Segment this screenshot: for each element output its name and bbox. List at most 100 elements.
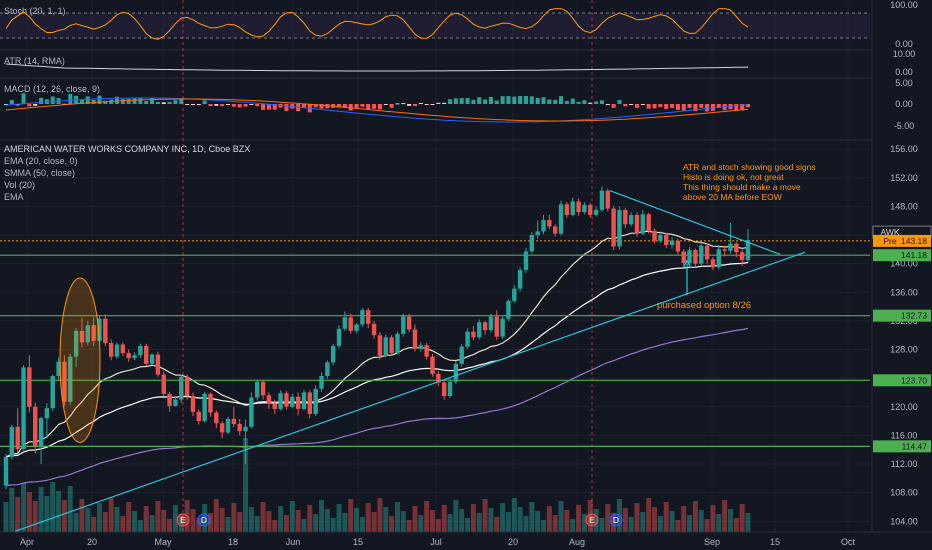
macd-hist-bar xyxy=(167,101,172,104)
earnings-marker[interactable] xyxy=(197,513,211,527)
candle-body xyxy=(266,395,272,404)
macd-hist-bar xyxy=(202,100,207,104)
candle-body xyxy=(33,406,38,447)
volume-bar xyxy=(336,504,342,532)
macd-hist-bar xyxy=(740,104,745,111)
macd-hist-bar xyxy=(699,104,704,108)
volume-bar xyxy=(178,514,184,532)
volume-bar xyxy=(96,503,102,532)
earnings-marker[interactable] xyxy=(585,513,599,527)
atr-label: ATR (14, RMA) xyxy=(4,56,65,66)
volume-bar xyxy=(324,509,330,532)
macd-hist-bar xyxy=(185,104,190,105)
volume-bar xyxy=(237,512,243,532)
price-pane[interactable] xyxy=(0,186,870,490)
macd-hist-bar xyxy=(459,98,464,104)
earnings-marker[interactable] xyxy=(176,513,190,527)
candle-body xyxy=(488,316,494,331)
macd-hist-bar xyxy=(430,104,435,105)
time-axis-background xyxy=(0,532,932,550)
macd-hist-bar xyxy=(39,97,44,104)
volume-bar xyxy=(9,488,15,532)
macd-hist-bar xyxy=(564,100,569,104)
time-tick-label: 15 xyxy=(353,537,363,547)
volume-bar xyxy=(727,509,733,532)
earnings-marker-label: D xyxy=(613,515,619,525)
volume-bar xyxy=(161,510,167,532)
volume-bar xyxy=(657,516,663,532)
atr-tick-label: 10.00 xyxy=(893,49,916,59)
volume-bar xyxy=(85,508,91,532)
volume-bar xyxy=(535,511,541,532)
macd-hist-bar xyxy=(588,102,593,104)
candle-body xyxy=(699,245,704,264)
time-tick-label: 20 xyxy=(508,537,518,547)
level-tag: 141.18 xyxy=(901,250,927,260)
volume-bar xyxy=(126,502,132,532)
macd-hist-bar xyxy=(4,104,8,105)
volume-bar xyxy=(248,507,254,532)
volume-bar xyxy=(570,519,576,532)
macd-hist-bar xyxy=(319,104,324,109)
macd-hist-bar xyxy=(681,104,686,111)
macd-hist-bar xyxy=(594,101,599,104)
volume-bar xyxy=(517,507,523,532)
level-tag-bg xyxy=(873,249,931,262)
candle-body xyxy=(342,317,348,329)
volume-bar xyxy=(278,506,284,532)
macd-hist-bar xyxy=(705,104,710,112)
macd-hist-bar xyxy=(716,104,721,108)
macd-hist-bar xyxy=(623,104,628,107)
volume-bar xyxy=(453,500,459,532)
candle-body xyxy=(664,235,669,246)
macd-hist-bar xyxy=(436,102,441,104)
time-tick-label: Jul xyxy=(430,537,442,547)
macd-hist-bar xyxy=(132,98,137,104)
pre-tag-label: Pre xyxy=(883,236,897,246)
macd-hist-bar xyxy=(529,96,534,104)
volume-bar xyxy=(482,499,488,532)
macd-hist-bar xyxy=(272,104,277,110)
price-tick-label: 120.00 xyxy=(890,402,918,412)
macd-hist-bar xyxy=(85,96,90,104)
volume-bar xyxy=(500,503,506,532)
volume-bars xyxy=(3,438,751,532)
macd-hist-bar xyxy=(670,104,675,108)
macd-hist-bar xyxy=(360,104,365,107)
earnings-marker[interactable] xyxy=(609,513,623,527)
candle-body xyxy=(739,252,745,261)
price-tick-label: 136.00 xyxy=(890,287,918,297)
time-tick-label: 15 xyxy=(770,537,780,547)
macd-signal-line xyxy=(5,98,749,122)
volume-bar xyxy=(435,519,441,532)
macd-hist-bar xyxy=(599,100,604,104)
level-tag: 114.47 xyxy=(902,441,928,451)
volume-bar xyxy=(359,517,365,532)
macd-hist-bar xyxy=(535,97,540,104)
candle-body xyxy=(79,330,85,343)
candle-body xyxy=(243,426,248,432)
volume-bar xyxy=(348,499,354,532)
macd-hist-bar xyxy=(576,101,581,104)
volume-bar xyxy=(79,499,85,532)
volume-bar xyxy=(243,438,249,532)
macd-hist-bar xyxy=(734,104,739,111)
volume-bar xyxy=(365,503,371,532)
macd-hist-bar xyxy=(249,104,254,105)
macd-hist-bar xyxy=(500,96,505,104)
volume-bar xyxy=(704,519,710,532)
candle-body xyxy=(576,201,581,213)
macd-tick-label: 5.00 xyxy=(895,78,913,88)
price-tick-label: 108.00 xyxy=(890,488,918,498)
volume-bar xyxy=(231,503,237,532)
candle-body xyxy=(366,310,371,324)
volume-bar xyxy=(430,510,436,532)
candle-body xyxy=(523,251,529,271)
volume-bar xyxy=(687,515,693,532)
candle-body xyxy=(336,328,342,346)
volume-bar xyxy=(412,506,418,532)
macd-hist-bar xyxy=(483,99,488,104)
